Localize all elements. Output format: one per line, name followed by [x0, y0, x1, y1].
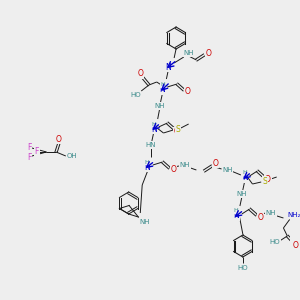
Text: H: H	[234, 208, 239, 214]
Text: N: N	[160, 85, 165, 94]
Text: O: O	[213, 158, 219, 167]
Text: HO: HO	[238, 265, 248, 271]
Text: H: H	[152, 122, 156, 127]
Text: O: O	[137, 70, 143, 79]
Text: NH: NH	[222, 167, 232, 173]
Text: NH: NH	[179, 162, 190, 168]
Text: OH: OH	[66, 153, 77, 159]
Text: H: H	[242, 170, 247, 175]
Text: O: O	[293, 241, 299, 250]
Text: S: S	[176, 124, 180, 134]
Text: NH: NH	[139, 219, 149, 225]
Text: O: O	[56, 134, 62, 143]
Text: F: F	[27, 142, 31, 152]
Text: H: H	[145, 160, 149, 164]
Text: N: N	[144, 163, 150, 172]
Text: NH: NH	[154, 103, 165, 109]
Text: N: N	[242, 173, 247, 182]
Text: S: S	[263, 176, 267, 185]
Text: O: O	[185, 88, 191, 97]
Text: NH: NH	[266, 210, 276, 216]
Text: F: F	[27, 152, 31, 161]
Text: HO: HO	[130, 92, 141, 98]
Text: NH₂: NH₂	[287, 212, 300, 218]
Text: HO: HO	[269, 239, 280, 245]
Text: O: O	[206, 49, 212, 58]
Text: O: O	[170, 166, 176, 175]
Text: N: N	[151, 124, 157, 134]
Text: NH: NH	[237, 191, 247, 197]
Text: F: F	[34, 148, 39, 157]
Text: O: O	[257, 212, 263, 221]
Text: NH: NH	[183, 50, 194, 56]
Text: O: O	[265, 175, 271, 184]
Text: O: O	[174, 128, 180, 136]
Text: HN: HN	[146, 142, 156, 148]
Text: H: H	[160, 82, 165, 88]
Text: N: N	[233, 212, 239, 220]
Text: N: N	[165, 62, 171, 71]
